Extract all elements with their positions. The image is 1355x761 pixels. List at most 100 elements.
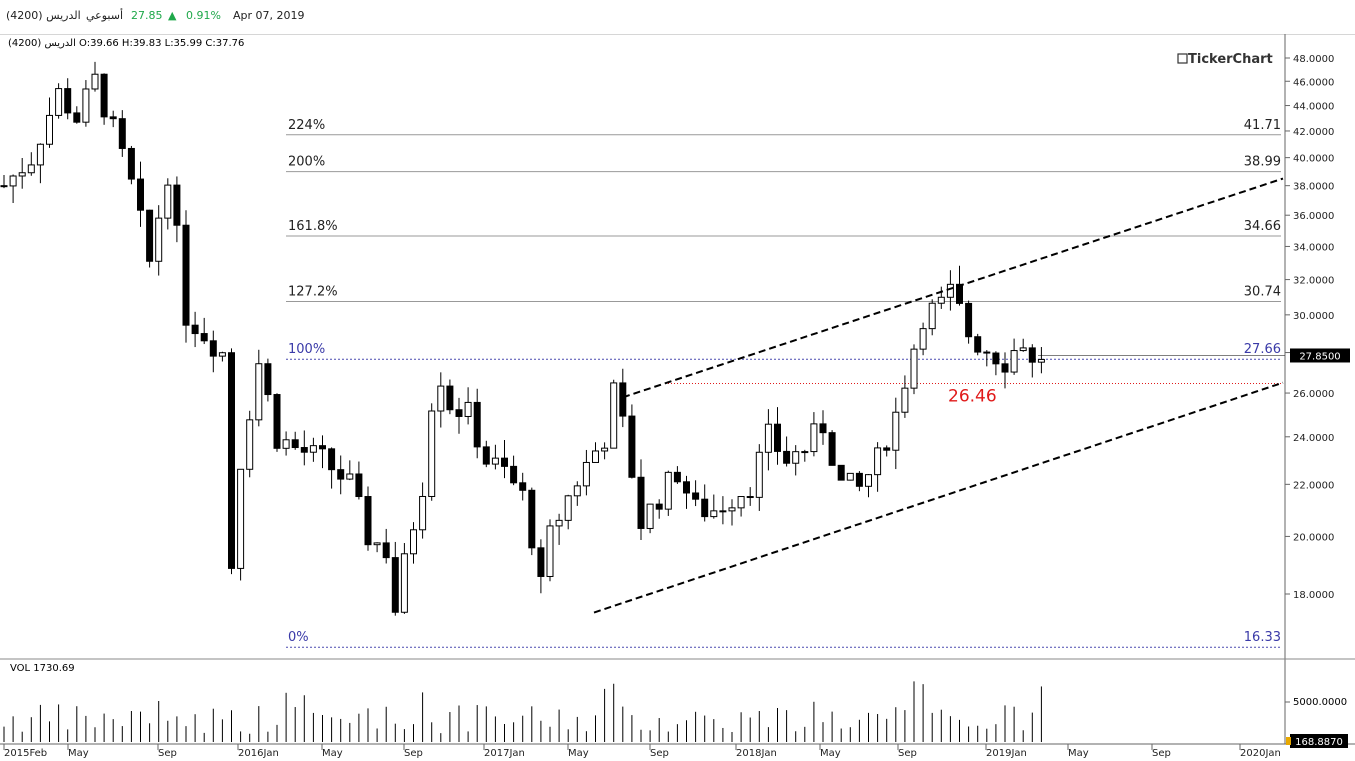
candle-body [956,283,963,304]
candle-body [364,496,372,546]
candle-body [491,457,499,465]
fib-level-percent: 127.2% [288,285,338,300]
candle-body [874,447,882,476]
price-tick-label: 40.0000 [1293,154,1334,165]
logo-mark-icon [1177,53,1188,64]
candle-body [837,464,845,481]
candle-body [337,469,345,480]
candle-body [764,423,772,453]
candle-body [18,172,26,177]
candle-body [619,382,627,417]
candle-body [9,175,17,187]
volume-marker-icon [1286,737,1291,745]
volume-axis-tick: 5000.0000 [1285,697,1347,708]
candle-body [546,525,554,577]
candle-body [155,217,163,262]
candle-body [919,328,927,350]
candle-body [137,178,144,211]
candle-body [91,73,99,90]
candle-body [983,351,991,354]
candle-body [501,457,508,467]
trend-channel[interactable] [593,177,1284,614]
candle-body [419,495,427,531]
fib-level-value: 30.74 [1244,285,1281,300]
candle-body [428,410,436,497]
candle-body [810,423,818,453]
fibonacci-extension[interactable]: 224% 41.71 200% 38.99 161.8% 34.66 127.2% 30.74… [286,118,1285,648]
volume-tick-label: 5000.0000 [1293,697,1347,708]
price-tick-label: 30.0000 [1293,311,1334,322]
symbol-name[interactable]: الدريس (4200) [6,9,81,22]
channel-upper-line [622,177,1284,399]
candle-body [883,447,891,451]
time-tick-label: May [322,748,343,759]
candle-body [164,184,172,219]
candle-body [819,423,827,434]
candle-body [437,385,445,412]
candle-body [410,529,417,555]
fib-level-value: 34.66 [1244,219,1281,234]
candle-body [355,473,363,498]
candle-body [582,461,590,487]
period-label[interactable]: أسبوعي [86,9,124,22]
channel-lower-line [593,381,1284,614]
time-tick-label: Sep [898,748,917,759]
price-chart[interactable]: الدريس (4200) O:39.66 H:39.83 L:35.99 C:… [0,34,1355,761]
candle-body [683,481,690,494]
candle-body [264,363,272,396]
candles [0,61,1045,616]
candle-body [1010,350,1018,373]
candle-body [592,450,599,463]
time-tick-label: 2020Jan [1240,748,1281,759]
candle-body [291,439,299,449]
support-label: 26.46 [948,386,997,406]
candle-body [946,283,954,298]
candle-body [710,510,718,518]
candle-body [846,472,854,481]
candle-body [464,401,472,417]
price-axis: 48.0000 46.0000 44.0000 42.0000 40.0000 38.00… [1285,54,1334,601]
candle-body [555,519,563,527]
candle-body [992,352,1000,365]
candle-body [801,451,809,454]
candle-body [319,445,326,450]
candle-body [573,485,581,497]
candle-body [774,423,781,452]
candle-body [200,333,208,342]
last-price: 27.85 [131,9,163,22]
up-arrow-icon: ▲ [168,9,177,22]
time-tick-label: Sep [650,748,669,759]
candle-body [182,224,190,326]
support-annotation[interactable]: 26.46 [948,386,997,406]
fib-level-value: 16.33 [1244,630,1281,645]
candle-body [64,88,72,114]
candle-body [300,447,308,453]
candle-body [637,476,645,529]
price-tick-label: 32.0000 [1293,276,1334,287]
candle-body [692,492,700,500]
candle-body [191,324,199,335]
candle-body [218,352,226,357]
candle-body [82,88,90,123]
fib-level-percent: 0% [288,630,309,645]
candle-body [55,88,63,116]
price-tick-label: 34.0000 [1293,242,1334,253]
candle-body [719,510,727,513]
candle-body [974,336,982,353]
candle-body [391,557,399,613]
candle-body [346,473,354,480]
fib-level-percent: 200% [288,155,325,170]
candle-body [273,394,281,449]
candle-body [537,547,545,577]
time-tick-label: May [68,748,89,759]
time-tick-label: Sep [158,748,177,759]
candle-body [382,542,390,559]
candle-body [373,542,381,546]
volume-current-value: 168.8870 [1295,737,1343,748]
candle-body [792,451,800,464]
candle-body [746,496,754,499]
volume-bars [3,681,1042,742]
time-tick-label: 2016Jan [238,748,279,759]
candle-body [246,419,254,470]
candle-body [528,489,536,549]
